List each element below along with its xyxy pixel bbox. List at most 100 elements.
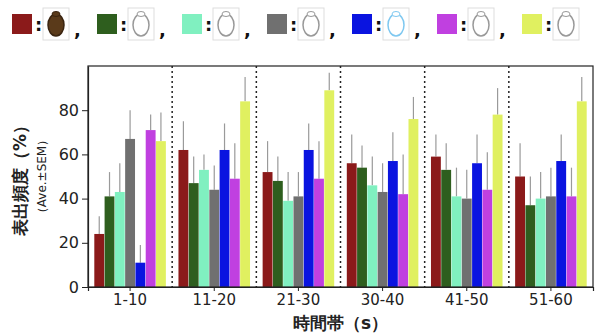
error-bar [203, 154, 204, 169]
error-bar [193, 157, 194, 184]
error-bar [446, 143, 447, 170]
legend-swatch [267, 14, 287, 34]
error-bar [361, 146, 362, 168]
legend-icon-body [388, 14, 404, 36]
error-bar [561, 135, 562, 162]
y-tick: 40 [59, 189, 88, 208]
bar [431, 157, 441, 287]
error-bar [277, 157, 278, 181]
error-bar [497, 88, 498, 115]
legend-label: : [460, 14, 467, 35]
legend-icon [553, 8, 579, 40]
error-bar [571, 168, 572, 197]
bar [273, 181, 283, 287]
y-tick: 80 [59, 101, 88, 120]
legend-entry: :, [267, 8, 336, 40]
background [0, 0, 609, 335]
error-bar [129, 110, 130, 139]
series [105, 143, 536, 287]
y-tick-label: 20 [59, 233, 79, 252]
bar [146, 130, 156, 287]
legend-swatch [12, 14, 32, 34]
legend-icon-box [128, 8, 154, 40]
y-tick-label: 40 [59, 189, 79, 208]
legend-label: : [205, 14, 212, 35]
legend-icon-box [383, 8, 409, 40]
error-bar [487, 152, 488, 190]
bar [556, 161, 566, 287]
legend-separator: , [499, 19, 506, 40]
error-bar [456, 168, 457, 197]
legend-entry: :, [352, 8, 421, 40]
y-axis-title: （Ave.±SEM） [35, 134, 49, 219]
legend-icon-box [468, 8, 494, 40]
legend-label: : [290, 14, 297, 35]
chart: 0204060801-1011-2021-3030-4041-5051-60時間… [0, 0, 609, 335]
legend-icon-body [473, 14, 489, 36]
error-bar [109, 172, 110, 196]
error-bar [476, 135, 477, 164]
bar [178, 150, 188, 287]
legend-label: : [545, 14, 552, 35]
bar [367, 185, 377, 287]
group-separator [340, 66, 342, 287]
bar [283, 201, 293, 287]
x-tick: 1-10 [113, 287, 147, 309]
group-separator [424, 66, 426, 287]
legend-entry: : [522, 8, 579, 40]
bar [378, 192, 388, 287]
x-tick-label: 30-40 [361, 291, 405, 309]
group-separator [508, 66, 510, 287]
bar [230, 179, 240, 287]
bar [220, 150, 230, 287]
error-bar [99, 216, 100, 234]
x-tick: 11-20 [192, 287, 236, 309]
error-bar [160, 112, 161, 141]
legend-entry: :, [437, 8, 506, 40]
y-tick: 60 [59, 145, 88, 164]
legend-label: : [375, 14, 382, 35]
legend-entry: :, [97, 8, 166, 40]
bar [347, 163, 357, 287]
plot: 0204060801-1011-2021-3030-4041-5051-60 [59, 66, 594, 309]
bar [115, 192, 125, 287]
x-axis-title: 時間帯（s） [293, 313, 388, 333]
series [156, 73, 587, 287]
legend-entry: :, [182, 8, 251, 40]
bar [263, 172, 273, 287]
bar [388, 161, 398, 287]
legend-icon-body [218, 14, 234, 36]
legend: :,:,:,:,:,:,: [12, 8, 579, 40]
legend-icon-body [48, 14, 64, 36]
legend-separator: , [414, 19, 421, 40]
error-bar [435, 135, 436, 157]
bar [441, 170, 451, 287]
bar [125, 139, 135, 287]
x-tick: 41-50 [445, 287, 489, 309]
bar [156, 141, 166, 287]
error-bar [382, 163, 383, 192]
legend-icon [213, 8, 239, 40]
error-bar [530, 177, 531, 206]
x-tick-label: 11-20 [192, 291, 236, 309]
y-tick-mark [82, 154, 88, 155]
bar [482, 190, 492, 287]
bars [94, 73, 586, 287]
y-axis-line [88, 67, 89, 288]
error-bar [224, 123, 225, 150]
y-tick-mark [82, 110, 88, 111]
x-tick-label: 1-10 [113, 291, 147, 309]
y-tick-label: 60 [59, 145, 79, 164]
bar [357, 168, 367, 287]
legend-icon-box [553, 8, 579, 40]
plot-frame [88, 66, 593, 287]
group-separators [172, 66, 509, 287]
legend-separator: , [329, 19, 336, 40]
bar [536, 199, 546, 287]
error-bar [244, 77, 245, 101]
error-bar [288, 172, 289, 201]
bar [135, 263, 145, 287]
group-separator [256, 66, 258, 287]
error-bar [372, 157, 373, 186]
y-tick-label: 0 [69, 278, 79, 297]
